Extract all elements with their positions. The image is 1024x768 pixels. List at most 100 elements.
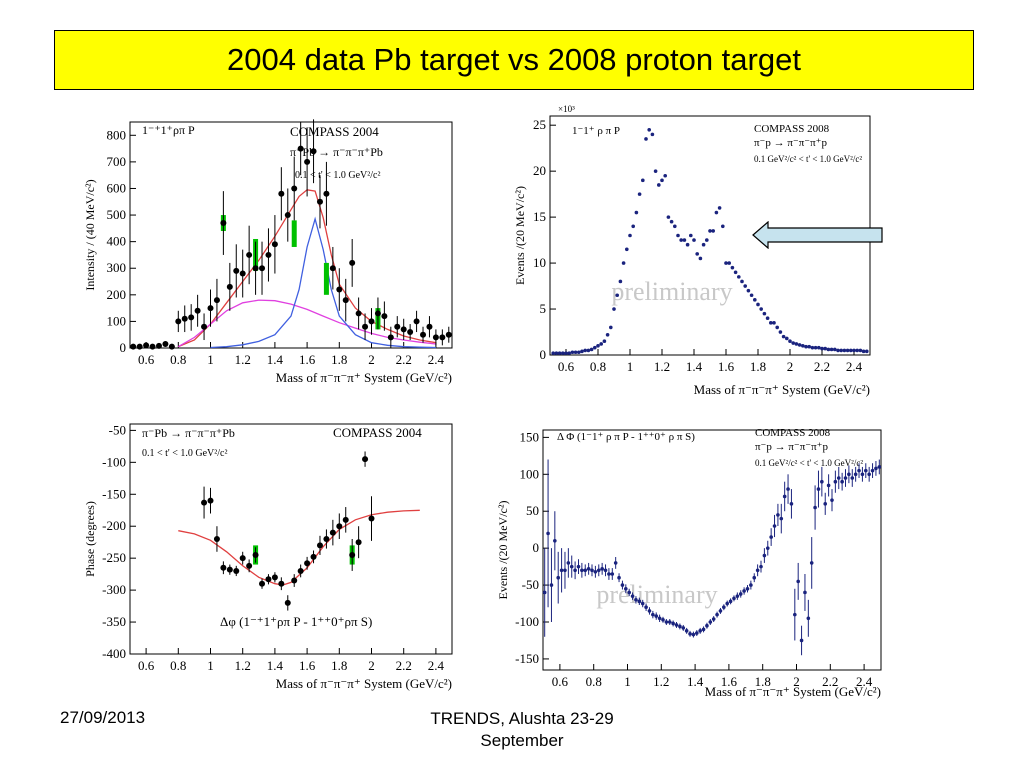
data-point bbox=[631, 224, 635, 229]
data-point bbox=[678, 624, 682, 629]
data-point bbox=[829, 347, 834, 352]
data-point bbox=[667, 620, 672, 624]
data-point bbox=[847, 472, 851, 477]
data-point bbox=[607, 572, 611, 576]
chart-annotation: COMPASS 2004 bbox=[333, 425, 422, 440]
data-point bbox=[252, 265, 259, 272]
data-point bbox=[291, 577, 298, 584]
data-point bbox=[752, 575, 757, 580]
fit-curve-fit bbox=[178, 509, 420, 586]
x-tick-label: 1.4 bbox=[267, 658, 284, 673]
data-point bbox=[772, 524, 777, 528]
data-point bbox=[845, 348, 850, 353]
data-point bbox=[625, 247, 629, 252]
data-point bbox=[794, 342, 799, 346]
data-point bbox=[617, 575, 621, 580]
data-point bbox=[567, 351, 571, 355]
data-point bbox=[355, 539, 362, 546]
data-point bbox=[791, 341, 795, 345]
data-point bbox=[843, 476, 848, 480]
data-point bbox=[728, 599, 733, 604]
data-point bbox=[553, 538, 557, 543]
data-point bbox=[857, 468, 861, 473]
data-point bbox=[233, 567, 240, 574]
y-tick-label: 25 bbox=[533, 117, 546, 132]
slide-title-box: 2004 data Pb target vs 2008 proton targe… bbox=[54, 30, 974, 90]
data-point bbox=[355, 310, 362, 317]
x-axis-label: Mass of π⁻π⁻π⁺ System (GeV/c²) bbox=[694, 382, 870, 397]
data-point bbox=[246, 251, 253, 258]
data-point bbox=[833, 347, 837, 352]
data-point bbox=[701, 242, 706, 247]
data-point bbox=[413, 318, 420, 325]
y-tick-label: -200 bbox=[102, 518, 126, 533]
data-point bbox=[627, 590, 631, 595]
data-point bbox=[239, 270, 246, 277]
data-point bbox=[426, 323, 433, 330]
x-tick-label: 1.6 bbox=[299, 658, 316, 673]
data-point bbox=[765, 316, 770, 321]
data-point bbox=[175, 318, 182, 325]
x-tick-label: 1.8 bbox=[755, 674, 771, 689]
y-tick-label: 700 bbox=[107, 154, 127, 169]
data-point bbox=[564, 351, 568, 355]
y-tick-label: 400 bbox=[107, 234, 127, 249]
data-point bbox=[732, 596, 736, 601]
chart-2004-phase: 0.6 0.8 1 1.2 1.4 1.6 1.8 2 2.2 2.4 -50 -100 -150 -20… bbox=[83, 422, 453, 691]
y-tick-label: 20 bbox=[533, 163, 546, 178]
footer-date: 27/09/2013 bbox=[60, 708, 146, 727]
data-point bbox=[316, 542, 323, 549]
data-point bbox=[310, 148, 317, 155]
data-point bbox=[762, 311, 767, 316]
data-point bbox=[823, 346, 827, 351]
chart-annotation: 0.1 GeV²/c² < t' < 1.0 GeV²/c² bbox=[755, 458, 863, 468]
x-tick-label: 2.4 bbox=[428, 658, 445, 673]
data-point bbox=[297, 567, 304, 574]
data-point bbox=[823, 502, 828, 506]
data-point bbox=[753, 298, 757, 302]
data-point bbox=[130, 343, 137, 350]
data-point bbox=[762, 553, 767, 558]
data-point bbox=[855, 348, 859, 353]
data-point bbox=[801, 344, 805, 348]
data-point bbox=[387, 334, 394, 341]
data-point bbox=[836, 476, 841, 480]
chart-2008-intensity: 0.6 0.8 1 1.2 1.4 1.6 1.8 2 2.2 2.4 0 5 10 15 20 25 ×10³… bbox=[513, 104, 871, 397]
data-point bbox=[644, 137, 648, 141]
x-tick-label: 2.4 bbox=[846, 359, 863, 374]
data-point bbox=[573, 350, 578, 355]
data-point bbox=[695, 252, 699, 256]
data-point bbox=[688, 632, 692, 636]
data-point bbox=[583, 348, 587, 353]
data-point bbox=[576, 564, 581, 569]
data-point bbox=[349, 551, 356, 558]
data-point bbox=[554, 351, 559, 355]
x-tick-label: 0.6 bbox=[558, 359, 575, 374]
x-tick-label: 2 bbox=[368, 658, 375, 673]
data-point bbox=[785, 336, 789, 341]
data-point bbox=[666, 215, 671, 219]
left-arrow-icon bbox=[752, 221, 883, 249]
data-point bbox=[701, 627, 706, 632]
slide-title: 2004 data Pb target vs 2008 proton targe… bbox=[227, 42, 801, 77]
data-point bbox=[593, 345, 597, 350]
data-point bbox=[599, 342, 603, 346]
data-point bbox=[563, 568, 567, 573]
chart-annotation: COMPASS 2008 bbox=[754, 123, 830, 135]
data-point bbox=[833, 479, 838, 484]
highlight-arrow bbox=[752, 221, 883, 249]
data-point bbox=[557, 351, 562, 355]
data-point bbox=[874, 466, 878, 471]
data-point bbox=[742, 589, 746, 593]
y-tick-label: 5 bbox=[540, 301, 547, 316]
data-point bbox=[304, 560, 311, 567]
data-point bbox=[569, 564, 574, 569]
data-point bbox=[580, 349, 584, 354]
data-point bbox=[715, 612, 719, 617]
data-point bbox=[201, 499, 208, 506]
y-tick-label: -350 bbox=[102, 614, 126, 629]
data-point bbox=[394, 323, 401, 330]
data-point bbox=[284, 599, 291, 606]
data-point bbox=[863, 468, 868, 473]
data-point bbox=[559, 568, 564, 573]
